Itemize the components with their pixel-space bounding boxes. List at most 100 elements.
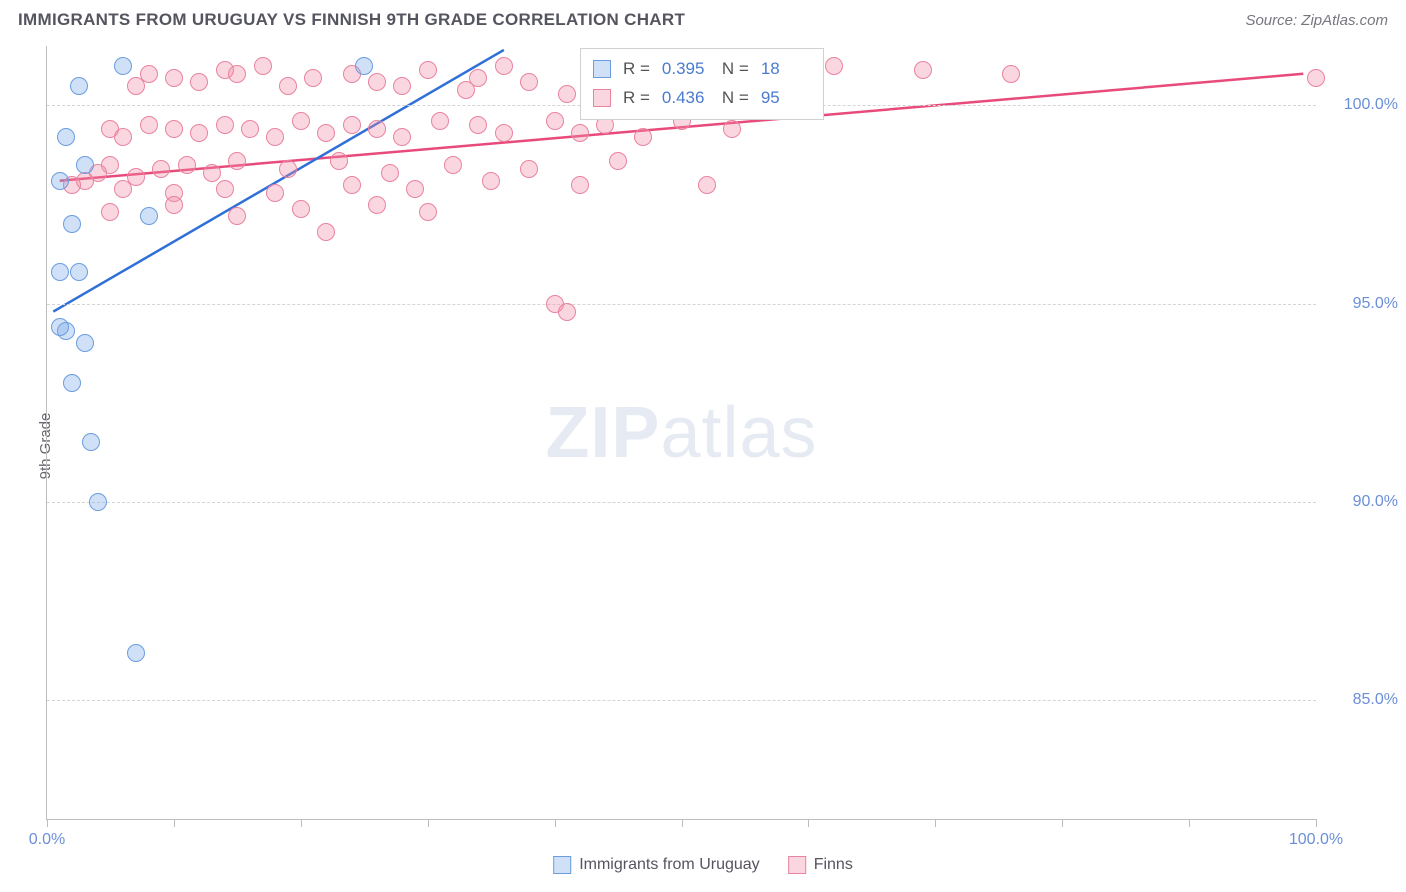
x-tick xyxy=(682,819,683,827)
scatter-point-finns xyxy=(469,116,487,134)
scatter-point-finns xyxy=(368,120,386,138)
scatter-point-finns xyxy=(140,116,158,134)
scatter-point-finns xyxy=(571,176,589,194)
x-tick xyxy=(428,819,429,827)
scatter-point-uruguay xyxy=(70,77,88,95)
scatter-point-finns xyxy=(558,303,576,321)
scatter-point-finns xyxy=(101,120,119,138)
n-value-finns: 95 xyxy=(761,84,809,113)
y-tick-label: 95.0% xyxy=(1322,295,1398,313)
scatter-point-finns xyxy=(571,124,589,142)
series-legend: Immigrants from Uruguay Finns xyxy=(553,856,853,874)
chart-header: IMMIGRANTS FROM URUGUAY VS FINNISH 9TH G… xyxy=(0,0,1406,38)
scatter-point-finns xyxy=(546,112,564,130)
legend-item-finns: Finns xyxy=(788,856,853,874)
scatter-point-finns xyxy=(393,77,411,95)
scatter-point-finns xyxy=(1002,65,1020,83)
scatter-point-finns xyxy=(419,203,437,221)
scatter-point-uruguay xyxy=(63,215,81,233)
x-tick xyxy=(1062,819,1063,827)
scatter-point-uruguay xyxy=(51,172,69,190)
scatter-point-uruguay xyxy=(114,57,132,75)
chart-title: IMMIGRANTS FROM URUGUAY VS FINNISH 9TH G… xyxy=(18,10,685,30)
legend-row-uruguay: R = 0.395 N = 18 xyxy=(593,55,809,84)
chart-source: Source: ZipAtlas.com xyxy=(1245,12,1388,29)
scatter-point-uruguay xyxy=(70,263,88,281)
swatch-finns xyxy=(593,89,611,107)
scatter-point-finns xyxy=(457,81,475,99)
scatter-point-finns xyxy=(634,128,652,146)
gridline xyxy=(47,700,1316,701)
scatter-point-finns xyxy=(241,120,259,138)
scatter-point-finns xyxy=(419,61,437,79)
scatter-point-finns xyxy=(216,180,234,198)
scatter-point-finns xyxy=(203,164,221,182)
scatter-point-finns xyxy=(520,73,538,91)
scatter-point-finns xyxy=(343,176,361,194)
scatter-point-finns xyxy=(431,112,449,130)
scatter-point-finns xyxy=(292,112,310,130)
scatter-point-finns xyxy=(381,164,399,182)
r-value-finns: 0.436 xyxy=(662,84,710,113)
x-tick xyxy=(1189,819,1190,827)
scatter-point-finns xyxy=(330,152,348,170)
legend-label-uruguay: Immigrants from Uruguay xyxy=(579,856,760,874)
scatter-point-uruguay xyxy=(57,128,75,146)
legend-item-uruguay: Immigrants from Uruguay xyxy=(553,856,760,874)
scatter-point-finns xyxy=(101,203,119,221)
scatter-point-finns xyxy=(266,184,284,202)
gridline xyxy=(47,502,1316,503)
scatter-point-uruguay xyxy=(355,57,373,75)
scatter-point-uruguay xyxy=(76,334,94,352)
scatter-point-finns xyxy=(190,73,208,91)
scatter-point-uruguay xyxy=(82,433,100,451)
x-tick xyxy=(935,819,936,827)
swatch-uruguay-icon xyxy=(553,856,571,874)
scatter-point-finns xyxy=(216,61,234,79)
scatter-point-finns xyxy=(152,160,170,178)
scatter-point-finns xyxy=(304,69,322,87)
scatter-point-finns xyxy=(406,180,424,198)
x-tick xyxy=(47,819,48,827)
scatter-point-finns xyxy=(216,116,234,134)
scatter-point-uruguay xyxy=(63,374,81,392)
scatter-point-finns xyxy=(393,128,411,146)
scatter-point-finns xyxy=(698,176,716,194)
x-tick xyxy=(555,819,556,827)
x-tick-label: 100.0% xyxy=(1289,831,1343,849)
scatter-point-finns xyxy=(228,207,246,225)
x-tick xyxy=(174,819,175,827)
scatter-point-finns xyxy=(165,196,183,214)
swatch-uruguay xyxy=(593,60,611,78)
x-tick-label: 0.0% xyxy=(29,831,65,849)
scatter-point-finns xyxy=(266,128,284,146)
swatch-finns-icon xyxy=(788,856,806,874)
scatter-point-finns xyxy=(444,156,462,174)
scatter-point-finns xyxy=(228,152,246,170)
scatter-point-finns xyxy=(520,160,538,178)
scatter-point-finns xyxy=(609,152,627,170)
legend-row-finns: R = 0.436 N = 95 xyxy=(593,84,809,113)
r-value-uruguay: 0.395 xyxy=(662,55,710,84)
scatter-point-uruguay xyxy=(89,493,107,511)
y-tick-label: 100.0% xyxy=(1322,96,1398,114)
scatter-point-uruguay xyxy=(76,156,94,174)
legend-label-finns: Finns xyxy=(814,856,853,874)
scatter-point-finns xyxy=(292,200,310,218)
scatter-point-finns xyxy=(178,156,196,174)
scatter-point-finns xyxy=(165,69,183,87)
stats-legend: R = 0.395 N = 18 R = 0.436 N = 95 xyxy=(580,48,824,120)
x-tick xyxy=(1316,819,1317,827)
scatter-point-finns xyxy=(825,57,843,75)
scatter-point-finns xyxy=(254,57,272,75)
scatter-point-finns xyxy=(317,124,335,142)
scatter-point-finns xyxy=(723,120,741,138)
scatter-point-uruguay xyxy=(51,318,69,336)
scatter-point-finns xyxy=(279,77,297,95)
scatter-point-finns xyxy=(317,223,335,241)
x-tick xyxy=(808,819,809,827)
scatter-point-finns xyxy=(190,124,208,142)
scatter-point-finns xyxy=(914,61,932,79)
scatter-point-finns xyxy=(495,57,513,75)
scatter-point-finns xyxy=(127,77,145,95)
